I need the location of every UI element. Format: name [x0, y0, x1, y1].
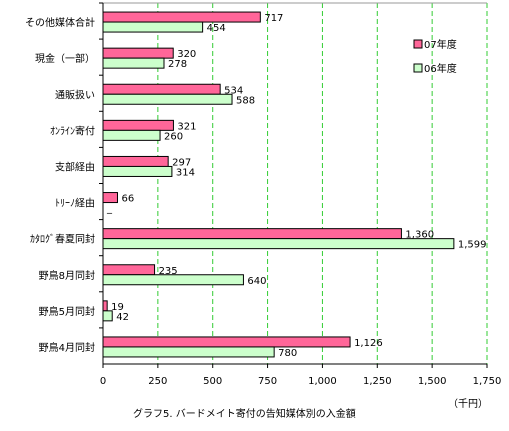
bar-07: [102, 300, 108, 312]
value-label-07: 717: [264, 13, 283, 24]
bar-07: [102, 336, 351, 348]
x-tick-label: 1,000: [308, 376, 337, 387]
x-tick-label: 250: [148, 376, 167, 387]
value-label-06: 588: [236, 95, 255, 106]
bar-06: [102, 129, 161, 141]
category-label: ｶﾀﾛｸﾞ春夏同封: [30, 233, 95, 246]
category-label: 野鳥8月同封: [39, 269, 95, 282]
value-label-06: 780: [278, 348, 297, 359]
value-label-07: 1,126: [354, 338, 383, 349]
category-label: 現金（一部）: [35, 52, 95, 65]
bar-07: [102, 11, 261, 23]
x-tick-label: 1,750: [473, 376, 502, 387]
chart-title: グラフ5. バードメイト寄付の告知媒体別の入金額: [133, 407, 356, 420]
category-label: ｵﾝﾗｲﾝ寄付: [50, 124, 95, 137]
x-tick-label: 500: [203, 376, 222, 387]
legend-swatch: [413, 39, 423, 49]
value-label-07: 534: [224, 85, 243, 96]
value-label-07: 321: [177, 121, 196, 132]
value-label-06: 278: [168, 59, 187, 70]
value-label-06: 640: [247, 276, 266, 287]
value-label-07: 235: [159, 266, 178, 277]
value-label-06: 42: [116, 312, 129, 323]
legend-swatch: [413, 63, 423, 73]
unit-label: （千円）: [448, 398, 488, 410]
bar-06: [102, 346, 275, 358]
legend: 07年度 06年度: [413, 38, 457, 75]
legend-label: 07年度: [424, 38, 457, 51]
value-label-06: 260: [164, 131, 183, 142]
category-label: 野鳥4月同封: [39, 341, 95, 354]
bar-07: [102, 119, 174, 131]
bar-07: [102, 192, 118, 204]
bar-07: [102, 155, 169, 167]
x-tick-label: 0: [100, 376, 106, 387]
value-label-07: 66: [121, 194, 134, 205]
category-label: ﾄﾘｰﾉ経由: [55, 197, 95, 210]
value-label-06: _: [106, 204, 113, 215]
x-tick-label: 750: [258, 376, 277, 387]
value-label-06: 454: [207, 23, 226, 34]
x-tick-label: 1,250: [363, 376, 392, 387]
bar-07: [102, 228, 402, 240]
value-label-06: 1,599: [458, 240, 487, 251]
category-label: その他媒体合計: [25, 16, 95, 29]
category-label: 野鳥5月同封: [39, 305, 95, 318]
bar-07: [102, 83, 221, 95]
value-label-07: 1,360: [405, 230, 434, 241]
gridlines: [157, 3, 488, 364]
bar-06: [102, 21, 204, 33]
legend-label: 06年度: [424, 62, 457, 75]
value-label-07: 297: [172, 157, 191, 168]
value-label-06: 314: [176, 167, 195, 178]
value-label-07: 19: [111, 302, 124, 313]
x-tick-label: 1,500: [418, 376, 447, 387]
category-label: 支部経由: [55, 160, 95, 173]
bar-07: [102, 264, 156, 276]
bar-06: [102, 93, 233, 105]
bar-06: [102, 165, 173, 177]
bar-06: [102, 57, 165, 69]
value-label-07: 320: [177, 49, 196, 60]
category-label: 通販扱い: [55, 89, 95, 101]
axes: 0 250 500 750 1,000 1,250 1,500 1,750: [99, 2, 502, 387]
bars: [102, 11, 455, 358]
bar-06: [102, 238, 455, 250]
bar-07: [102, 47, 174, 59]
